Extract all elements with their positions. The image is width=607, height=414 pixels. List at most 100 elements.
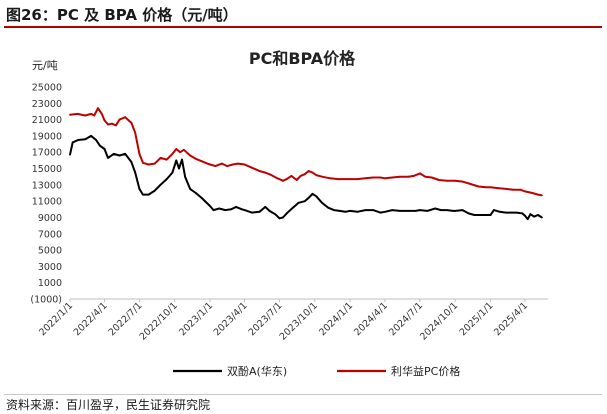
x-tick-label: 2023/1/1 [177,300,215,338]
data-point [206,162,209,165]
data-point [258,210,261,213]
x-tick-label: 2025/4/1 [492,300,530,338]
data-point [90,113,92,115]
data-point [510,211,513,214]
y-tick-label: 3000 [38,262,62,273]
data-point [264,206,267,208]
data-point [537,193,539,196]
x-tick-label: 2024/1/1 [317,300,355,338]
data-point [295,179,298,181]
data-point [321,201,323,204]
x-tick-label: 2022/1/1 [37,300,75,338]
data-point [531,192,534,194]
y-tick-label: 25000 [32,83,62,94]
data-point [97,107,99,110]
data-point [77,139,79,141]
data-point [165,158,168,161]
data-point [356,210,359,213]
data-point [189,154,192,157]
data-point [179,151,182,154]
legend-label-bpa: 双酚A(华东) [227,364,287,378]
data-point [171,171,174,174]
legend: 双酚A(华东) 利华益PC价格 [173,364,460,378]
data-point [477,185,480,188]
data-point [278,178,281,181]
data-point [426,210,429,212]
y-tick-label: 23000 [32,99,62,110]
data-point [344,178,347,181]
data-point [124,153,127,155]
data-point [515,211,518,214]
data-point [159,183,162,186]
data-point [130,161,133,163]
data-point [138,153,141,155]
data-point [454,179,457,182]
data-point [175,148,178,150]
data-point [221,162,223,165]
data-point [118,154,121,157]
data-point [250,211,253,214]
data-point [379,176,382,179]
data-point [142,193,144,196]
data-point [372,176,374,179]
x-tick-label: 2025/1/1 [458,300,496,338]
data-point [391,209,394,212]
data-point [278,217,281,220]
data-point [440,209,442,212]
data-point [214,165,217,168]
data-point [134,171,137,174]
data-point [379,211,382,214]
data-point [364,209,367,212]
data-point [103,148,106,150]
data-point [430,176,433,179]
y-tick-label: (1000) [30,295,62,306]
data-point [461,180,464,183]
y-unit-label: 元/吨 [32,59,58,72]
data-point [333,209,335,212]
data-point [95,139,97,141]
title-rule [4,26,602,28]
data-point [282,216,284,219]
data-point [307,170,310,172]
data-point [107,157,109,159]
chart-title: PC和BPA价格 [249,49,356,68]
y-tick-label: 15000 [32,164,62,175]
data-point [69,113,71,116]
data-point [200,160,203,163]
data-point [230,208,233,211]
data-point [344,210,347,213]
data-point [529,213,532,216]
data-point [391,176,394,179]
data-point [419,172,421,175]
data-point [473,214,476,216]
data-point [268,210,271,212]
data-point [194,157,197,160]
data-point [349,210,351,212]
data-point [407,210,410,212]
data-point [103,119,106,122]
data-point [112,153,115,155]
data-point [153,189,156,192]
data-point [118,118,121,121]
data-point [175,159,178,162]
y-tick-label: 19000 [32,131,62,142]
data-point [537,214,539,216]
source-rule [4,394,602,395]
data-point [446,179,448,182]
data-point [147,193,150,196]
data-point [489,214,492,216]
data-point [384,177,386,180]
data-point [226,165,229,168]
data-point [243,209,246,212]
data-point [93,114,96,117]
series-pc [69,107,543,197]
data-point [414,210,417,212]
x-tick-label: 2023/10/1 [278,300,320,342]
data-point [303,173,306,176]
data-point [493,209,495,212]
y-tick-label: 17000 [32,148,62,159]
data-point [486,214,489,216]
y-tick-label: 9000 [38,213,62,224]
data-point [212,209,215,212]
x-tick-label: 2024/10/1 [418,300,460,342]
